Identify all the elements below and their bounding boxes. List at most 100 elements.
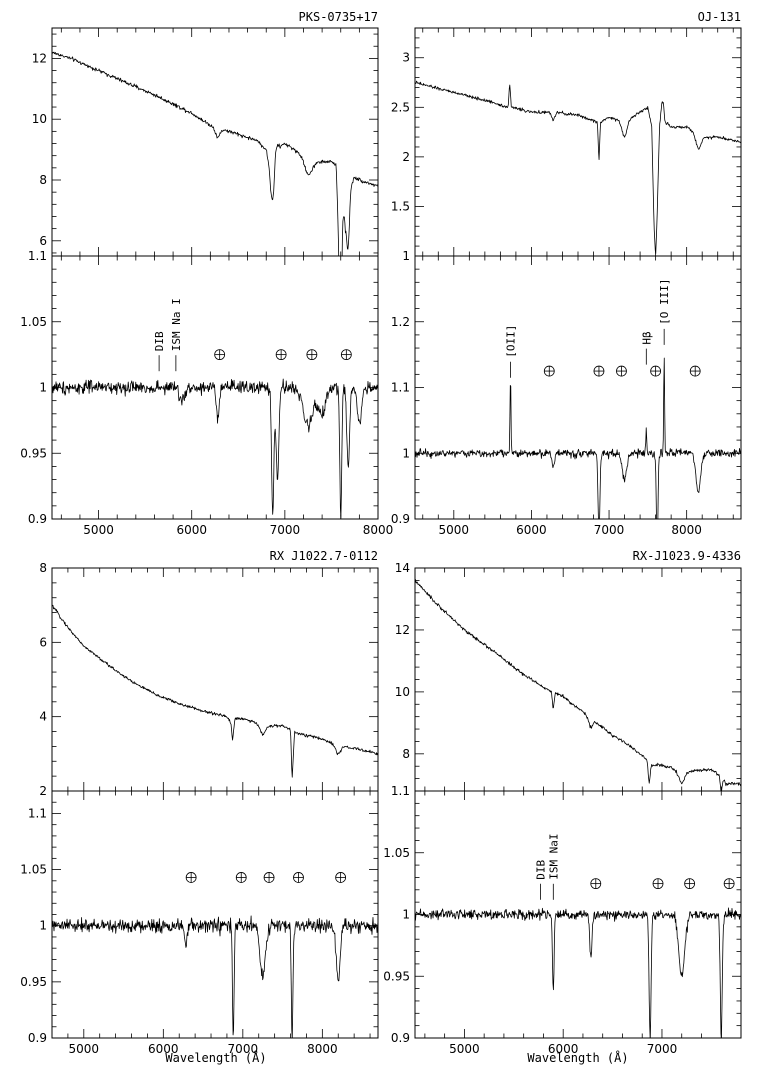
y-tick-label: 1	[39, 919, 47, 933]
panel-rx-j1022: RX J1022.7-0112 Wavelength (Å) 2 4 6 8 5000 6…	[20, 549, 379, 1065]
spectrum-trace	[415, 579, 741, 791]
normalized-plot: 5000 6000 7000 8000 0.9 0.95 1 1.05 1.1 DIB ISM Na…	[20, 249, 393, 537]
y-tick-label: 0.9	[28, 1031, 47, 1045]
spectrum-trace	[415, 80, 741, 255]
x-tick-label: 8000	[363, 523, 394, 537]
y-tick-label: 1.1	[391, 784, 410, 798]
x-axis-label: Wavelength (Å)	[165, 1050, 266, 1065]
y-tick-label: 10	[395, 685, 410, 699]
flux-plot: 6 8 10 12	[32, 27, 379, 257]
y-tick-label: 1.1	[28, 249, 47, 263]
plot-frame	[414, 27, 742, 257]
y-tick-label: 10	[32, 112, 47, 126]
y-tick-label: 8	[402, 747, 410, 761]
telluric-marker-icon	[235, 872, 247, 883]
y-tick-label: 2	[39, 784, 47, 798]
telluric-marker-icon	[650, 365, 662, 377]
x-tick-label: 5000	[83, 523, 114, 537]
y-tick-label: 12	[32, 51, 47, 65]
telluric-marker-icon	[263, 872, 275, 883]
line-annotation: DIB	[153, 331, 166, 351]
panel-title: OJ-131	[698, 10, 741, 24]
telluric-marker-icon	[590, 878, 602, 890]
plot-frame	[51, 790, 379, 1039]
y-tick-label: 3	[402, 51, 410, 65]
telluric-marker-icon	[689, 365, 701, 377]
y-tick-label: 6	[39, 635, 47, 649]
flux-plot: 2 4 6 8	[39, 561, 379, 798]
x-tick-label: 8000	[307, 1042, 338, 1056]
x-tick-label: 6000	[176, 523, 207, 537]
x-tick-label: 5000	[449, 1042, 480, 1056]
y-tick-label: 6	[39, 234, 47, 248]
y-tick-label: 2.5	[391, 100, 410, 114]
telluric-marker-icon	[652, 878, 664, 890]
x-tick-label: 6000	[148, 1042, 179, 1056]
spectrum-trace	[415, 357, 741, 519]
y-tick-label: 1.05	[20, 315, 47, 329]
plot-frame	[51, 27, 379, 257]
panel-title: RX-J1023.9-4336	[633, 549, 741, 563]
spectrum-trace	[52, 604, 378, 778]
telluric-marker-icon	[275, 349, 287, 361]
spectrum-trace	[52, 51, 378, 256]
plot-frame	[414, 255, 742, 520]
line-annotation: DIB	[534, 860, 547, 880]
flux-plot: 8 10 12 14	[395, 561, 742, 792]
y-tick-label: 1	[402, 908, 410, 922]
spectrum-trace	[52, 378, 378, 519]
panel-pks-0735-17: PKS-0735+17 6 8 10 12 5000 6000 7000 8000 0.9 0.9…	[20, 10, 393, 537]
y-tick-label: 0.9	[391, 1031, 410, 1045]
x-tick-label: 6000	[516, 523, 547, 537]
spectrum-trace	[52, 915, 378, 1038]
plot-frame	[51, 567, 379, 792]
y-tick-label: 8	[39, 561, 47, 575]
plot-frame	[414, 567, 742, 792]
y-tick-label: 1	[39, 381, 47, 395]
y-tick-label: 4	[39, 710, 47, 724]
telluric-marker-icon	[214, 349, 226, 361]
spectrum-trace	[415, 907, 741, 1038]
telluric-marker-icon	[723, 878, 735, 890]
panel-oj-131: OJ-131 1 1.5 2 2.5 3 5000 6000 7000 8000 0.9 1 1.1 1…	[391, 10, 742, 537]
y-tick-label: 2	[402, 150, 410, 164]
y-tick-label: 12	[395, 623, 410, 637]
x-tick-label: 8000	[671, 523, 702, 537]
panel-title: RX J1022.7-0112	[270, 549, 378, 563]
x-tick-label: 5000	[69, 1042, 100, 1056]
y-tick-label: 1.1	[28, 806, 47, 820]
telluric-marker-icon	[616, 365, 627, 377]
x-tick-label: 7000	[270, 523, 301, 537]
panel-title: PKS-0735+17	[299, 10, 378, 24]
y-tick-label: 1	[402, 446, 410, 460]
y-tick-label: 0.9	[391, 512, 410, 526]
x-tick-label: 7000	[228, 1042, 259, 1056]
line-annotation: [O III]	[658, 279, 671, 325]
y-tick-label: 1.1	[391, 381, 410, 395]
y-tick-label: 1.2	[391, 315, 410, 329]
y-tick-label: 0.95	[20, 975, 47, 989]
y-tick-label: 0.95	[383, 969, 410, 983]
line-annotation: ISM Na I	[170, 298, 183, 351]
line-annotation: Hβ	[640, 331, 653, 345]
normalized-plot: 5000 6000 7000 8000 0.9 1 1.1 1.2 [OII] Hβ [O III]	[391, 255, 742, 537]
y-tick-label: 1	[402, 249, 410, 263]
normalized-plot: 5000 6000 7000 8000 0.9 0.95 1 1.05 1.1	[20, 790, 379, 1056]
telluric-marker-icon	[543, 365, 555, 377]
telluric-marker-icon	[306, 349, 318, 361]
x-axis-label: Wavelength (Å)	[527, 1050, 628, 1065]
telluric-marker-icon	[684, 878, 696, 890]
telluric-marker-icon	[185, 872, 197, 883]
flux-plot: 1 1.5 2 2.5 3	[391, 27, 742, 263]
y-tick-label: 8	[39, 173, 47, 187]
y-tick-label: 1.05	[383, 846, 410, 860]
y-tick-label: 1.05	[20, 863, 47, 877]
telluric-marker-icon	[340, 349, 352, 361]
y-tick-label: 1.5	[391, 199, 410, 213]
y-tick-label: 14	[395, 561, 410, 575]
y-tick-label: 0.9	[28, 512, 47, 526]
y-tick-label: 0.95	[20, 446, 47, 460]
telluric-marker-icon	[593, 365, 605, 377]
x-tick-label: 7000	[647, 1042, 678, 1056]
